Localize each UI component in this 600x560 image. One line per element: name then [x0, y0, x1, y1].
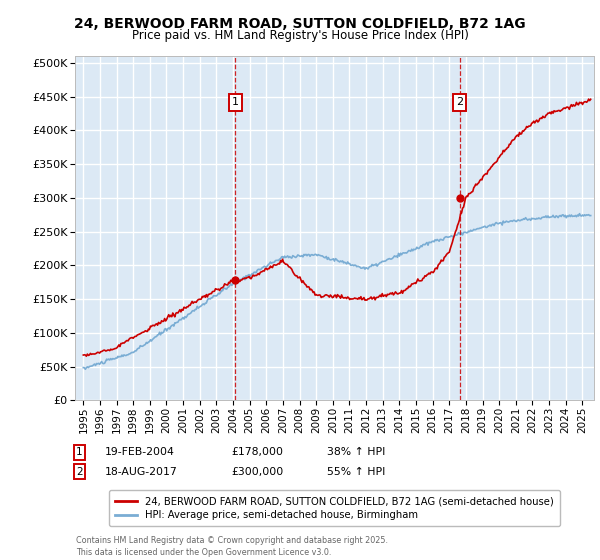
Text: 1: 1 — [232, 97, 239, 108]
Text: 55% ↑ HPI: 55% ↑ HPI — [327, 466, 385, 477]
Text: 19-FEB-2004: 19-FEB-2004 — [105, 447, 175, 458]
Text: Price paid vs. HM Land Registry's House Price Index (HPI): Price paid vs. HM Land Registry's House … — [131, 29, 469, 42]
Text: £300,000: £300,000 — [231, 466, 283, 477]
Text: £178,000: £178,000 — [231, 447, 283, 458]
Text: 1: 1 — [76, 447, 83, 458]
Text: 2: 2 — [456, 97, 463, 108]
Text: 24, BERWOOD FARM ROAD, SUTTON COLDFIELD, B72 1AG: 24, BERWOOD FARM ROAD, SUTTON COLDFIELD,… — [74, 17, 526, 31]
Text: 2: 2 — [76, 466, 83, 477]
Text: Contains HM Land Registry data © Crown copyright and database right 2025.
This d: Contains HM Land Registry data © Crown c… — [76, 536, 388, 557]
Text: 18-AUG-2017: 18-AUG-2017 — [105, 466, 178, 477]
Text: 38% ↑ HPI: 38% ↑ HPI — [327, 447, 385, 458]
Legend: 24, BERWOOD FARM ROAD, SUTTON COLDFIELD, B72 1AG (semi-detached house), HPI: Ave: 24, BERWOOD FARM ROAD, SUTTON COLDFIELD,… — [109, 490, 560, 526]
